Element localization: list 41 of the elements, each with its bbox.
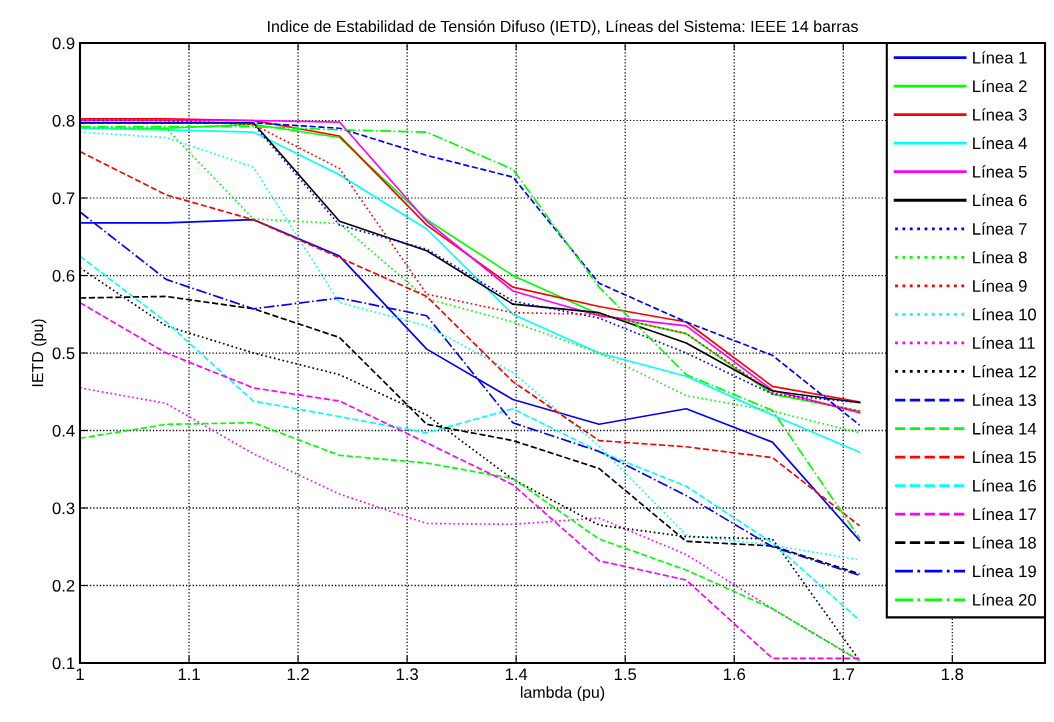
legend-label: Línea 13: [973, 393, 1036, 407]
legend-label: Línea 16: [973, 479, 1036, 492]
legend-label: Línea 18: [973, 536, 1036, 549]
x-tick-label: 1.1: [178, 668, 200, 680]
y-tick-label: 0.1: [52, 657, 75, 670]
x-tick-label: 1: [76, 668, 84, 680]
y-tick-label: 0.9: [52, 37, 75, 50]
x-tick-label: 1.5: [614, 668, 637, 681]
legend-label: Línea 12: [973, 365, 1036, 378]
x-tick-label: 1.8: [942, 668, 964, 681]
legend-label: Línea 15: [973, 450, 1036, 464]
legend-label: Línea 6: [973, 193, 1027, 207]
legend-label: Línea 19: [973, 564, 1036, 578]
legend-label: Línea 8: [973, 250, 1027, 264]
x-tick-label: 1.2: [287, 668, 309, 680]
x-tick-label: 1.6: [723, 668, 746, 681]
y-axis-title: IETD (pu): [31, 319, 47, 387]
legend-label: Línea 3: [973, 108, 1027, 121]
legend-label: Línea 14: [973, 422, 1037, 435]
y-tick-label: 0.5: [52, 347, 75, 360]
x-tick-label: 1.3: [396, 668, 418, 681]
x-tick-label: 1.7: [832, 668, 855, 680]
y-tick-label: 0.7: [52, 192, 75, 205]
y-tick-label: 0.4: [52, 424, 75, 437]
legend-label: Línea 17: [973, 507, 1036, 521]
legend-label: Línea 20: [973, 593, 1037, 606]
legend-label: Línea 7: [973, 222, 1027, 235]
legend-label: Línea 9: [973, 279, 1027, 292]
y-tick-label: 0.8: [52, 114, 75, 127]
legend-label: Línea 2: [973, 79, 1027, 93]
legend-label: Línea 10: [973, 307, 1037, 321]
legend-label: Línea 1: [973, 51, 1027, 64]
legend-label: Línea 5: [973, 165, 1027, 178]
legend-label: Línea 11: [973, 336, 1035, 349]
x-tick-label: 1.4: [505, 668, 528, 680]
chart-title: Indice de Estabilidad de Tensión Difuso (IETD), Líneas del Sistema: IEEE 14 barras: [268, 20, 858, 36]
legend-label: Línea 4: [973, 136, 1027, 150]
x-axis-title: lambda (pu): [520, 686, 605, 702]
y-tick-label: 0.6: [52, 269, 75, 282]
y-tick-label: 0.2: [52, 579, 75, 592]
y-tick-label: 0.3: [52, 502, 75, 515]
